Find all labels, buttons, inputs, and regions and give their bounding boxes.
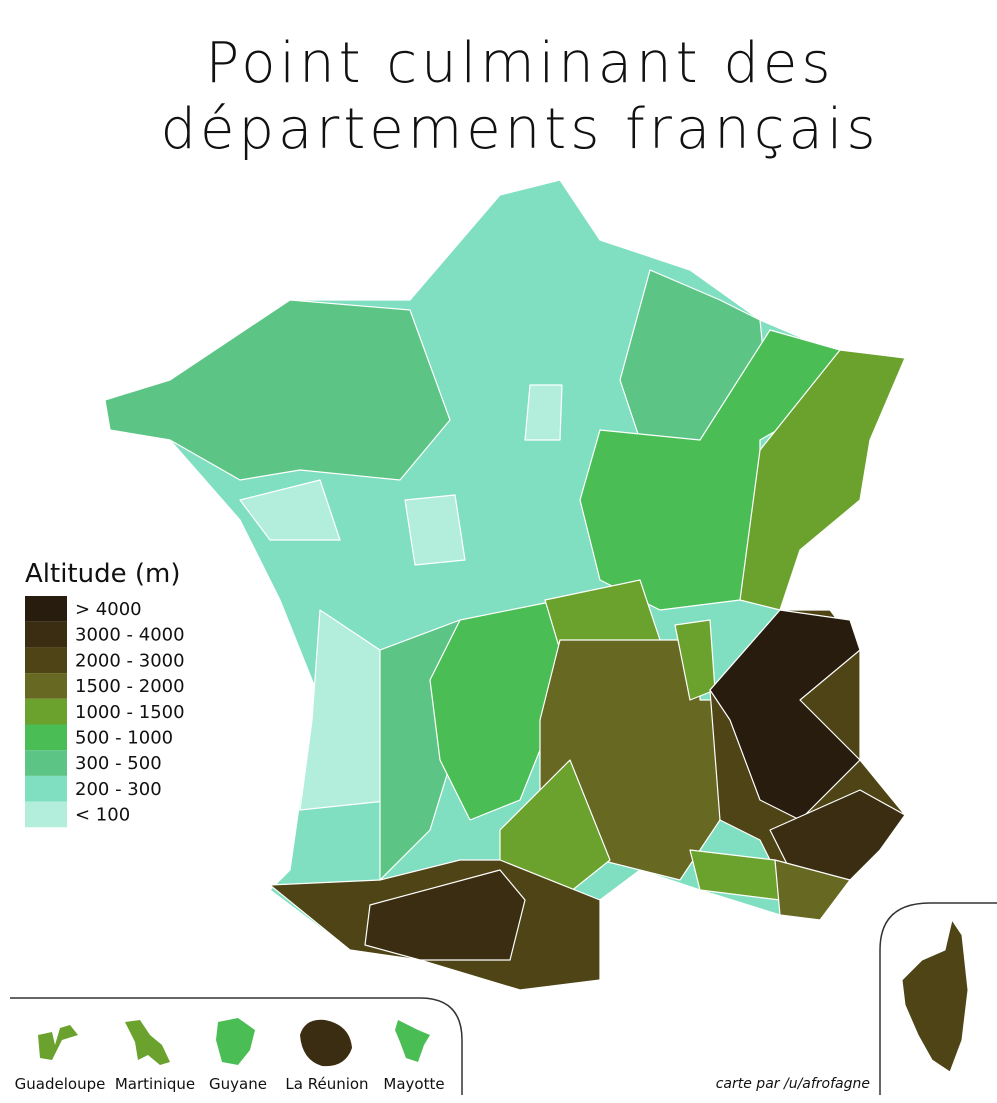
overseas-territory [38, 1025, 78, 1060]
region [104, 299, 451, 481]
region [524, 384, 563, 441]
region [239, 479, 341, 541]
overseas-territory [216, 1018, 255, 1065]
title-line: Point culminant des [205, 31, 834, 96]
legend-swatch [25, 621, 67, 648]
legend-swatch [25, 775, 67, 802]
legend-swatch [25, 596, 67, 622]
region [739, 349, 906, 611]
legend-swatch [25, 698, 67, 725]
legend-swatch [25, 750, 67, 776]
overseas-label: Martinique [115, 1075, 195, 1093]
corsica [901, 918, 969, 1073]
legend-label: 1000 - 1500 [75, 702, 185, 723]
inset-frame [879, 902, 997, 1095]
credit: carte par /u/afrofagne [716, 1076, 870, 1092]
overseas-territory [125, 1020, 170, 1065]
region [299, 609, 396, 811]
legend-label: > 4000 [75, 599, 142, 620]
title-line: départements français [160, 97, 879, 162]
overseas-frame [10, 997, 463, 1095]
legend-swatch [25, 647, 67, 674]
legend: > 4000 3000 - 4000 2000 - 3000 1500 - 2000 1… [25, 596, 185, 828]
france-map [104, 179, 906, 991]
legend-label: < 100 [75, 805, 130, 826]
region [364, 869, 526, 961]
legend-swatch [25, 673, 67, 699]
overseas-territory [395, 1020, 430, 1062]
legend-label: 300 - 500 [75, 753, 162, 774]
overseas-label: Guyane [209, 1075, 267, 1093]
legend-title: Altitude (m) [25, 559, 180, 589]
legend-label: 200 - 300 [75, 779, 162, 800]
overseas-label: La Réunion [285, 1075, 368, 1093]
overseas-label: Guadeloupe [15, 1075, 106, 1093]
region [709, 609, 861, 821]
legend-label: 500 - 1000 [75, 728, 173, 749]
overseas-territory [300, 1019, 352, 1067]
overseas-group: Guadeloupe Martinique Guyane La Réunion Mayo… [15, 1018, 445, 1093]
overseas-label: Mayotte [383, 1075, 444, 1093]
legend-swatch [25, 724, 67, 751]
region [404, 494, 466, 566]
legend-label: 2000 - 3000 [75, 650, 185, 671]
legend-swatch [25, 801, 67, 828]
legend-label: 1500 - 2000 [75, 676, 185, 697]
region [774, 859, 851, 921]
legend-label: 3000 - 4000 [75, 625, 185, 646]
